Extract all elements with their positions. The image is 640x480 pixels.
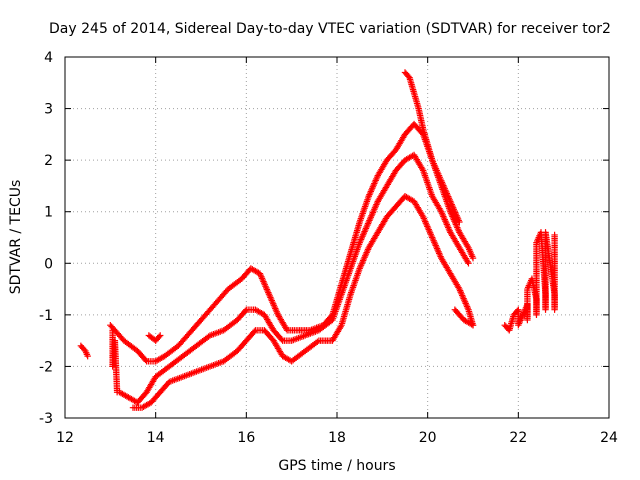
data-point [84,352,91,360]
x-tick-label: 20 [419,430,437,446]
data-point [251,328,258,335]
data-point [469,321,477,329]
data-point [551,231,558,239]
x-tick-label: 14 [147,430,165,446]
x-tick-label: 18 [328,430,346,446]
y-tick-labels: -3 -2 -1 0 1 2 3 4 [39,50,53,427]
x-tick-label: 16 [237,430,255,446]
y-axis-label: SDTVAR / TECUs [8,180,24,295]
y-tick-label: 1 [44,205,53,221]
x-tick-label: 12 [56,430,74,446]
data-point [242,307,249,315]
y-tick-label: 3 [44,102,53,118]
axis-ticks [64,56,610,419]
data-point [113,389,121,396]
chart-title: Day 245 of 2014, Sidereal Day-to-day VTE… [49,21,611,37]
x-tick-labels: 12 14 16 18 20 22 24 [56,430,618,446]
data-point [456,218,463,226]
data-points [77,69,558,411]
y-tick-label: 2 [44,153,53,169]
y-tick-label: -2 [39,359,53,375]
y-tick-label: 4 [44,50,53,66]
data-point [468,321,475,328]
x-axis-label: GPS time / hours [278,458,395,474]
y-tick-label: -3 [39,411,53,427]
data-point [278,336,285,343]
y-tick-label: 0 [44,256,53,272]
data-point [465,260,472,267]
data-point [157,332,164,339]
data-point [469,254,477,262]
x-tick-label: 22 [509,430,527,446]
data-point [205,333,212,340]
data-point [155,333,163,340]
x-tick-label: 24 [600,430,618,446]
data-point [142,356,149,364]
y-tick-label: -1 [39,308,53,324]
data-point [314,338,321,345]
